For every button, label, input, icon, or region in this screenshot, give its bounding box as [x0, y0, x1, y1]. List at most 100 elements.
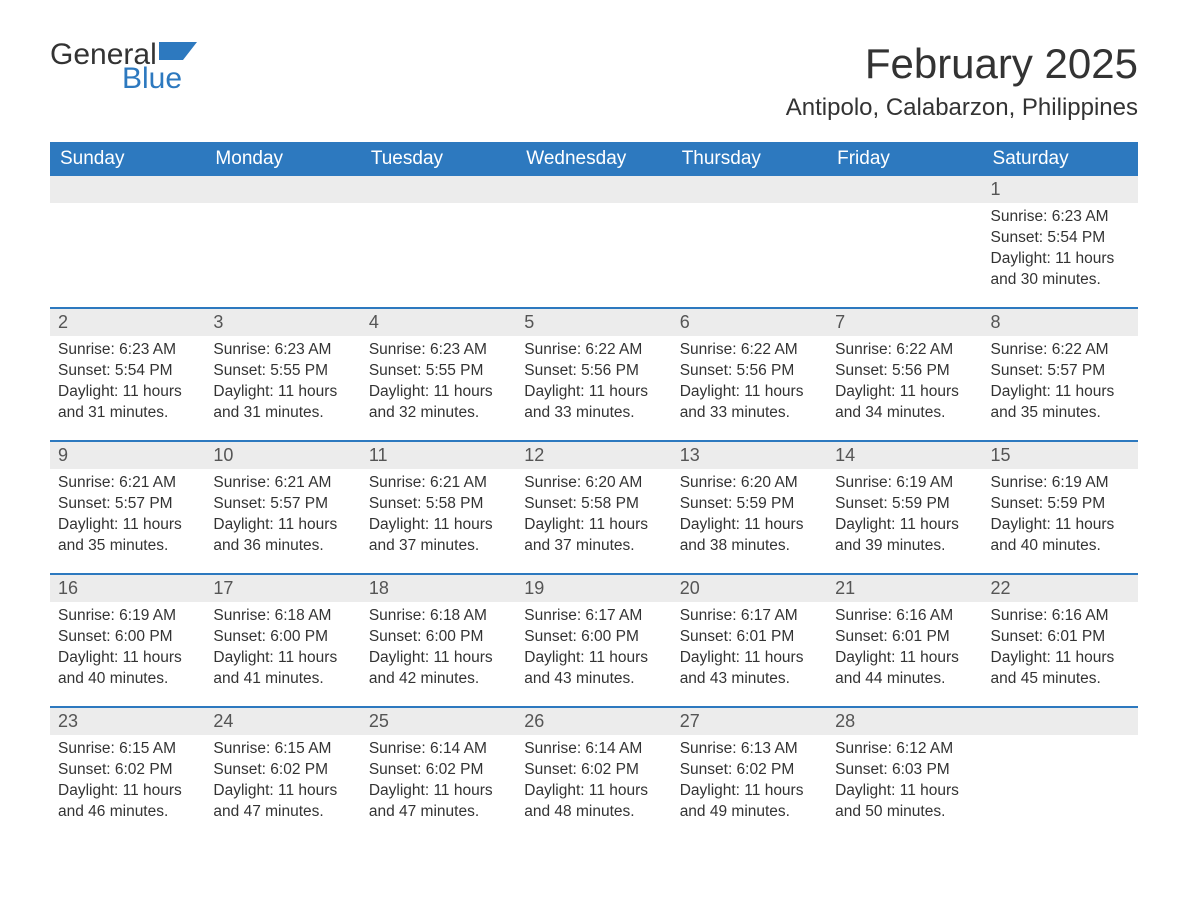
day-details: Sunrise: 6:12 AMSunset: 6:03 PMDaylight:… — [827, 735, 982, 831]
sunrise-text: Sunrise: 6:20 AM — [524, 473, 663, 494]
day-number: 12 — [516, 442, 671, 469]
day-number: 6 — [672, 309, 827, 336]
sunset-text: Sunset: 5:54 PM — [991, 228, 1130, 249]
day-details: Sunrise: 6:13 AMSunset: 6:02 PMDaylight:… — [672, 735, 827, 831]
sunset-text: Sunset: 5:56 PM — [680, 361, 819, 382]
sunrise-text: Sunrise: 6:15 AM — [58, 739, 197, 760]
sunset-text: Sunset: 5:56 PM — [835, 361, 974, 382]
day-details — [361, 203, 516, 215]
sunrise-text: Sunrise: 6:14 AM — [524, 739, 663, 760]
sunrise-text: Sunrise: 6:16 AM — [835, 606, 974, 627]
day-header: Sunday — [50, 142, 205, 176]
calendar-cell: 12Sunrise: 6:20 AMSunset: 5:58 PMDayligh… — [516, 442, 671, 574]
day-number: 2 — [50, 309, 205, 336]
calendar-cell: 20Sunrise: 6:17 AMSunset: 6:01 PMDayligh… — [672, 575, 827, 707]
sunrise-text: Sunrise: 6:23 AM — [58, 340, 197, 361]
calendar-cell — [205, 176, 360, 308]
sunset-text: Sunset: 5:55 PM — [213, 361, 352, 382]
daylight-text: Daylight: 11 hours and 33 minutes. — [680, 382, 819, 424]
daylight-text: Daylight: 11 hours and 31 minutes. — [58, 382, 197, 424]
day-details — [983, 735, 1138, 747]
daylight-text: Daylight: 11 hours and 34 minutes. — [835, 382, 974, 424]
month-title: February 2025 — [786, 40, 1138, 88]
day-details — [205, 203, 360, 215]
sunset-text: Sunset: 6:03 PM — [835, 760, 974, 781]
calendar-week: 9Sunrise: 6:21 AMSunset: 5:57 PMDaylight… — [50, 442, 1138, 574]
daylight-text: Daylight: 11 hours and 50 minutes. — [835, 781, 974, 823]
calendar-week: 16Sunrise: 6:19 AMSunset: 6:00 PMDayligh… — [50, 575, 1138, 707]
day-number — [516, 176, 671, 203]
day-number: 15 — [983, 442, 1138, 469]
sunset-text: Sunset: 5:57 PM — [213, 494, 352, 515]
sunrise-text: Sunrise: 6:23 AM — [991, 207, 1130, 228]
day-number: 17 — [205, 575, 360, 602]
calendar-cell: 4Sunrise: 6:23 AMSunset: 5:55 PMDaylight… — [361, 309, 516, 441]
day-details: Sunrise: 6:18 AMSunset: 6:00 PMDaylight:… — [361, 602, 516, 698]
day-header: Monday — [205, 142, 360, 176]
daylight-text: Daylight: 11 hours and 35 minutes. — [58, 515, 197, 557]
calendar-cell — [50, 176, 205, 308]
day-number: 25 — [361, 708, 516, 735]
daylight-text: Daylight: 11 hours and 46 minutes. — [58, 781, 197, 823]
calendar-week: 2Sunrise: 6:23 AMSunset: 5:54 PMDaylight… — [50, 309, 1138, 441]
day-details — [827, 203, 982, 215]
day-header-row: Sunday Monday Tuesday Wednesday Thursday… — [50, 142, 1138, 176]
calendar-cell: 13Sunrise: 6:20 AMSunset: 5:59 PMDayligh… — [672, 442, 827, 574]
daylight-text: Daylight: 11 hours and 33 minutes. — [524, 382, 663, 424]
day-details: Sunrise: 6:22 AMSunset: 5:56 PMDaylight:… — [516, 336, 671, 432]
calendar-cell: 8Sunrise: 6:22 AMSunset: 5:57 PMDaylight… — [983, 309, 1138, 441]
day-number: 24 — [205, 708, 360, 735]
day-number: 8 — [983, 309, 1138, 336]
calendar-cell: 14Sunrise: 6:19 AMSunset: 5:59 PMDayligh… — [827, 442, 982, 574]
sunset-text: Sunset: 5:58 PM — [369, 494, 508, 515]
day-details: Sunrise: 6:21 AMSunset: 5:57 PMDaylight:… — [205, 469, 360, 565]
sunset-text: Sunset: 6:00 PM — [369, 627, 508, 648]
day-details: Sunrise: 6:21 AMSunset: 5:57 PMDaylight:… — [50, 469, 205, 565]
day-number: 4 — [361, 309, 516, 336]
sunset-text: Sunset: 6:01 PM — [680, 627, 819, 648]
daylight-text: Daylight: 11 hours and 32 minutes. — [369, 382, 508, 424]
day-number: 13 — [672, 442, 827, 469]
calendar-cell: 15Sunrise: 6:19 AMSunset: 5:59 PMDayligh… — [983, 442, 1138, 574]
calendar-cell: 19Sunrise: 6:17 AMSunset: 6:00 PMDayligh… — [516, 575, 671, 707]
flag-icon — [159, 40, 197, 64]
logo: General Blue — [50, 40, 197, 94]
day-details: Sunrise: 6:23 AMSunset: 5:54 PMDaylight:… — [50, 336, 205, 432]
calendar-cell: 23Sunrise: 6:15 AMSunset: 6:02 PMDayligh… — [50, 708, 205, 840]
day-details: Sunrise: 6:22 AMSunset: 5:56 PMDaylight:… — [827, 336, 982, 432]
daylight-text: Daylight: 11 hours and 48 minutes. — [524, 781, 663, 823]
calendar-cell — [516, 176, 671, 308]
day-number: 14 — [827, 442, 982, 469]
day-number: 3 — [205, 309, 360, 336]
day-number: 23 — [50, 708, 205, 735]
day-details: Sunrise: 6:14 AMSunset: 6:02 PMDaylight:… — [516, 735, 671, 831]
day-details: Sunrise: 6:20 AMSunset: 5:58 PMDaylight:… — [516, 469, 671, 565]
daylight-text: Daylight: 11 hours and 47 minutes. — [369, 781, 508, 823]
day-details: Sunrise: 6:15 AMSunset: 6:02 PMDaylight:… — [205, 735, 360, 831]
day-details: Sunrise: 6:19 AMSunset: 5:59 PMDaylight:… — [983, 469, 1138, 565]
sunset-text: Sunset: 6:00 PM — [213, 627, 352, 648]
day-header: Wednesday — [516, 142, 671, 176]
sunset-text: Sunset: 5:57 PM — [991, 361, 1130, 382]
day-header: Tuesday — [361, 142, 516, 176]
sunrise-text: Sunrise: 6:21 AM — [213, 473, 352, 494]
calendar-cell — [983, 708, 1138, 840]
day-number: 26 — [516, 708, 671, 735]
calendar-cell: 9Sunrise: 6:21 AMSunset: 5:57 PMDaylight… — [50, 442, 205, 574]
day-number: 19 — [516, 575, 671, 602]
day-number: 20 — [672, 575, 827, 602]
sunset-text: Sunset: 6:00 PM — [58, 627, 197, 648]
calendar-cell — [361, 176, 516, 308]
sunset-text: Sunset: 6:02 PM — [524, 760, 663, 781]
calendar-cell: 1Sunrise: 6:23 AMSunset: 5:54 PMDaylight… — [983, 176, 1138, 308]
daylight-text: Daylight: 11 hours and 47 minutes. — [213, 781, 352, 823]
calendar-cell: 2Sunrise: 6:23 AMSunset: 5:54 PMDaylight… — [50, 309, 205, 441]
day-details: Sunrise: 6:18 AMSunset: 6:00 PMDaylight:… — [205, 602, 360, 698]
sunset-text: Sunset: 5:58 PM — [524, 494, 663, 515]
calendar-cell: 11Sunrise: 6:21 AMSunset: 5:58 PMDayligh… — [361, 442, 516, 574]
calendar-cell: 28Sunrise: 6:12 AMSunset: 6:03 PMDayligh… — [827, 708, 982, 840]
sunset-text: Sunset: 5:59 PM — [835, 494, 974, 515]
sunrise-text: Sunrise: 6:16 AM — [991, 606, 1130, 627]
day-header: Saturday — [983, 142, 1138, 176]
daylight-text: Daylight: 11 hours and 42 minutes. — [369, 648, 508, 690]
